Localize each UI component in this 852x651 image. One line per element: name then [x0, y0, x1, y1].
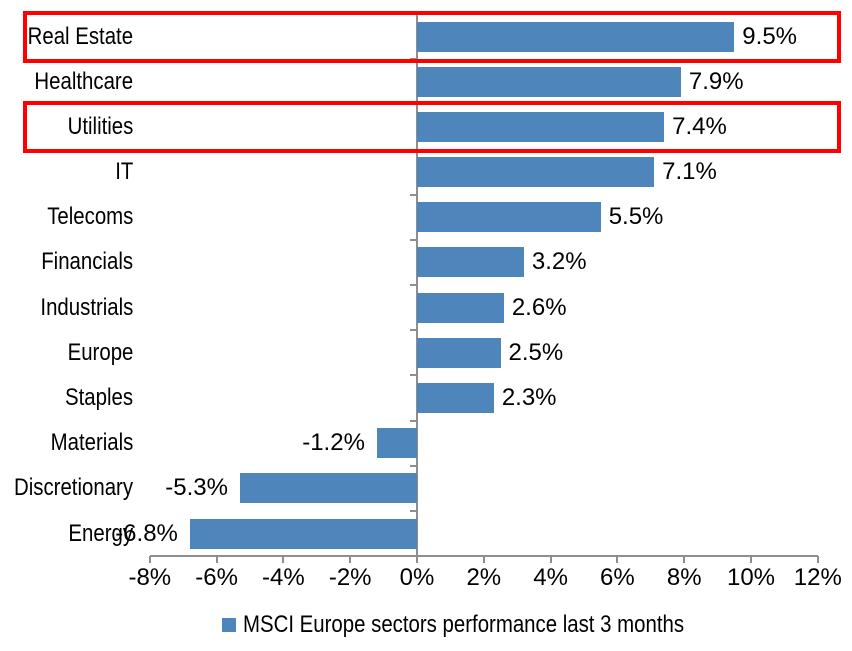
category-axis-tick [410, 374, 417, 377]
value-label-staples: 2.3% [501, 384, 557, 412]
bar-healthcare [417, 66, 681, 97]
category-axis-tick [410, 509, 417, 512]
value-label-energy: -6.8% [115, 519, 178, 547]
value-label-materials: -1.2% [302, 429, 365, 457]
category-axis-tick [410, 419, 417, 422]
bar-industrials [417, 292, 504, 323]
y-axis-line [416, 14, 418, 557]
x-axis-tick [482, 556, 485, 564]
category-axis-tick [410, 555, 417, 558]
category-label-text: Discretionary [13, 474, 133, 502]
x-axis-tick [816, 556, 819, 564]
bar-telecoms [417, 202, 601, 233]
category-label-materials: Materials [36, 428, 133, 458]
value-label-real-estate: 9.5% [742, 22, 797, 50]
x-axis-tick [616, 556, 619, 564]
category-label-telecoms: Telecoms [32, 202, 133, 232]
x-tick-label: -2% [328, 564, 372, 592]
category-label-text: Financials [41, 248, 133, 276]
legend-swatch [222, 618, 236, 632]
bar-it [417, 157, 655, 188]
x-axis-tick [282, 556, 285, 564]
x-tick-label: -4% [262, 564, 305, 592]
value-label-utilities: 7.4% [672, 112, 727, 140]
category-axis-tick [410, 238, 417, 241]
category-axis-tick [410, 193, 417, 196]
x-axis-tick [416, 556, 418, 564]
category-axis-tick [410, 148, 417, 151]
category-label-europe: Europe [56, 338, 133, 368]
category-axis-tick [410, 329, 417, 332]
value-label-telecoms: 5.5% [608, 203, 664, 231]
category-label-it: IT [112, 157, 133, 187]
category-axis-tick [410, 464, 417, 467]
x-tick-label: -6% [195, 564, 238, 592]
category-label-text: Industrials [40, 293, 133, 321]
category-label-text: Energy [68, 519, 133, 547]
category-label-text: Telecoms [46, 203, 133, 231]
category-label-industrials: Industrials [24, 293, 133, 323]
bar-energy [189, 518, 417, 549]
bar-discretionary [239, 473, 417, 504]
legend: MSCI Europe sectors performance last 3 m… [222, 611, 762, 639]
category-label-utilities: Utilities [56, 112, 133, 142]
x-axis-tick [215, 556, 218, 564]
x-axis-tick [349, 556, 352, 564]
x-tick-label: 2% [466, 564, 502, 592]
bar-staples [417, 383, 494, 414]
bar-materials [376, 428, 417, 459]
x-tick-label: 4% [533, 564, 568, 592]
value-label-healthcare: 7.9% [688, 67, 744, 95]
category-label-text: Europe [67, 338, 133, 366]
x-axis-tick [683, 556, 686, 564]
value-label-industrials: 2.6% [511, 293, 567, 321]
category-axis-tick [410, 13, 417, 15]
x-tick-label: 0% [399, 564, 435, 592]
x-tick-label: 6% [600, 564, 635, 592]
category-label-staples: Staples [53, 383, 133, 413]
category-label-text: Materials [50, 429, 133, 457]
x-tick-label: -8% [128, 564, 172, 592]
value-label-europe: 2.5% [508, 338, 564, 366]
category-label-energy: Energy [57, 519, 133, 549]
category-label-text: IT [114, 158, 133, 186]
x-axis-tick [549, 556, 552, 564]
x-tick-label: 8% [666, 564, 702, 592]
category-label-text: Staples [64, 384, 133, 412]
x-axis-tick [750, 556, 752, 564]
x-tick-label: 12% [793, 564, 842, 592]
bar-utilities [417, 111, 665, 142]
value-label-discretionary: -5.3% [165, 474, 228, 502]
legend-label: MSCI Europe sectors performance last 3 m… [243, 611, 685, 638]
category-label-text: Utilities [67, 112, 133, 140]
bar-europe [417, 337, 501, 368]
x-tick-label: 10% [726, 564, 776, 592]
x-axis-tick [148, 556, 151, 564]
category-label-text: Real Estate [27, 22, 133, 50]
category-axis-tick [410, 58, 417, 61]
bar-financials [417, 247, 524, 278]
category-label-real-estate: Real Estate [9, 22, 133, 52]
category-axis-tick [410, 284, 417, 287]
category-label-discretionary: Discretionary [0, 473, 133, 503]
value-label-financials: 3.2% [531, 248, 587, 276]
bar-real-estate [417, 21, 735, 52]
value-label-it: 7.1% [662, 158, 717, 186]
category-axis-tick [410, 103, 417, 106]
category-label-healthcare: Healthcare [17, 67, 133, 97]
category-label-text: Healthcare [34, 67, 133, 95]
category-label-financials: Financials [25, 247, 133, 277]
